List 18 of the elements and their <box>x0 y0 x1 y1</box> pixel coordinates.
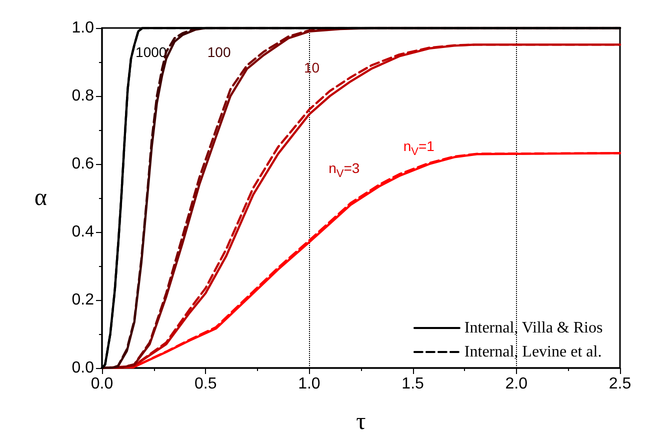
x-tick-label: 0.0 <box>90 376 114 392</box>
y-tick-label: 0.4 <box>72 224 94 240</box>
x-tick-label: 2.0 <box>505 376 528 392</box>
y-tick-label: 0.6 <box>72 156 94 172</box>
legend-label: Internal, Villa & Rios <box>464 320 603 336</box>
x-tick-label: 1.5 <box>402 376 424 392</box>
annotation: 100 <box>207 44 231 60</box>
y-tick-label: 0.0 <box>72 360 94 376</box>
x-tick-label: 2.5 <box>608 376 632 392</box>
y-tick-label: 0.2 <box>72 292 94 308</box>
y-tick-label: 0.8 <box>72 88 94 104</box>
x-tick-label: 1.0 <box>298 376 320 392</box>
x-axis-title: τ <box>356 409 366 435</box>
legend-label: Internal, Levine et al. <box>464 344 602 360</box>
x-tick-label: 0.5 <box>194 376 217 392</box>
y-axis-title: α <box>34 185 48 211</box>
annotation: 10 <box>304 59 320 76</box>
y-tick-label: 1.0 <box>72 20 94 36</box>
